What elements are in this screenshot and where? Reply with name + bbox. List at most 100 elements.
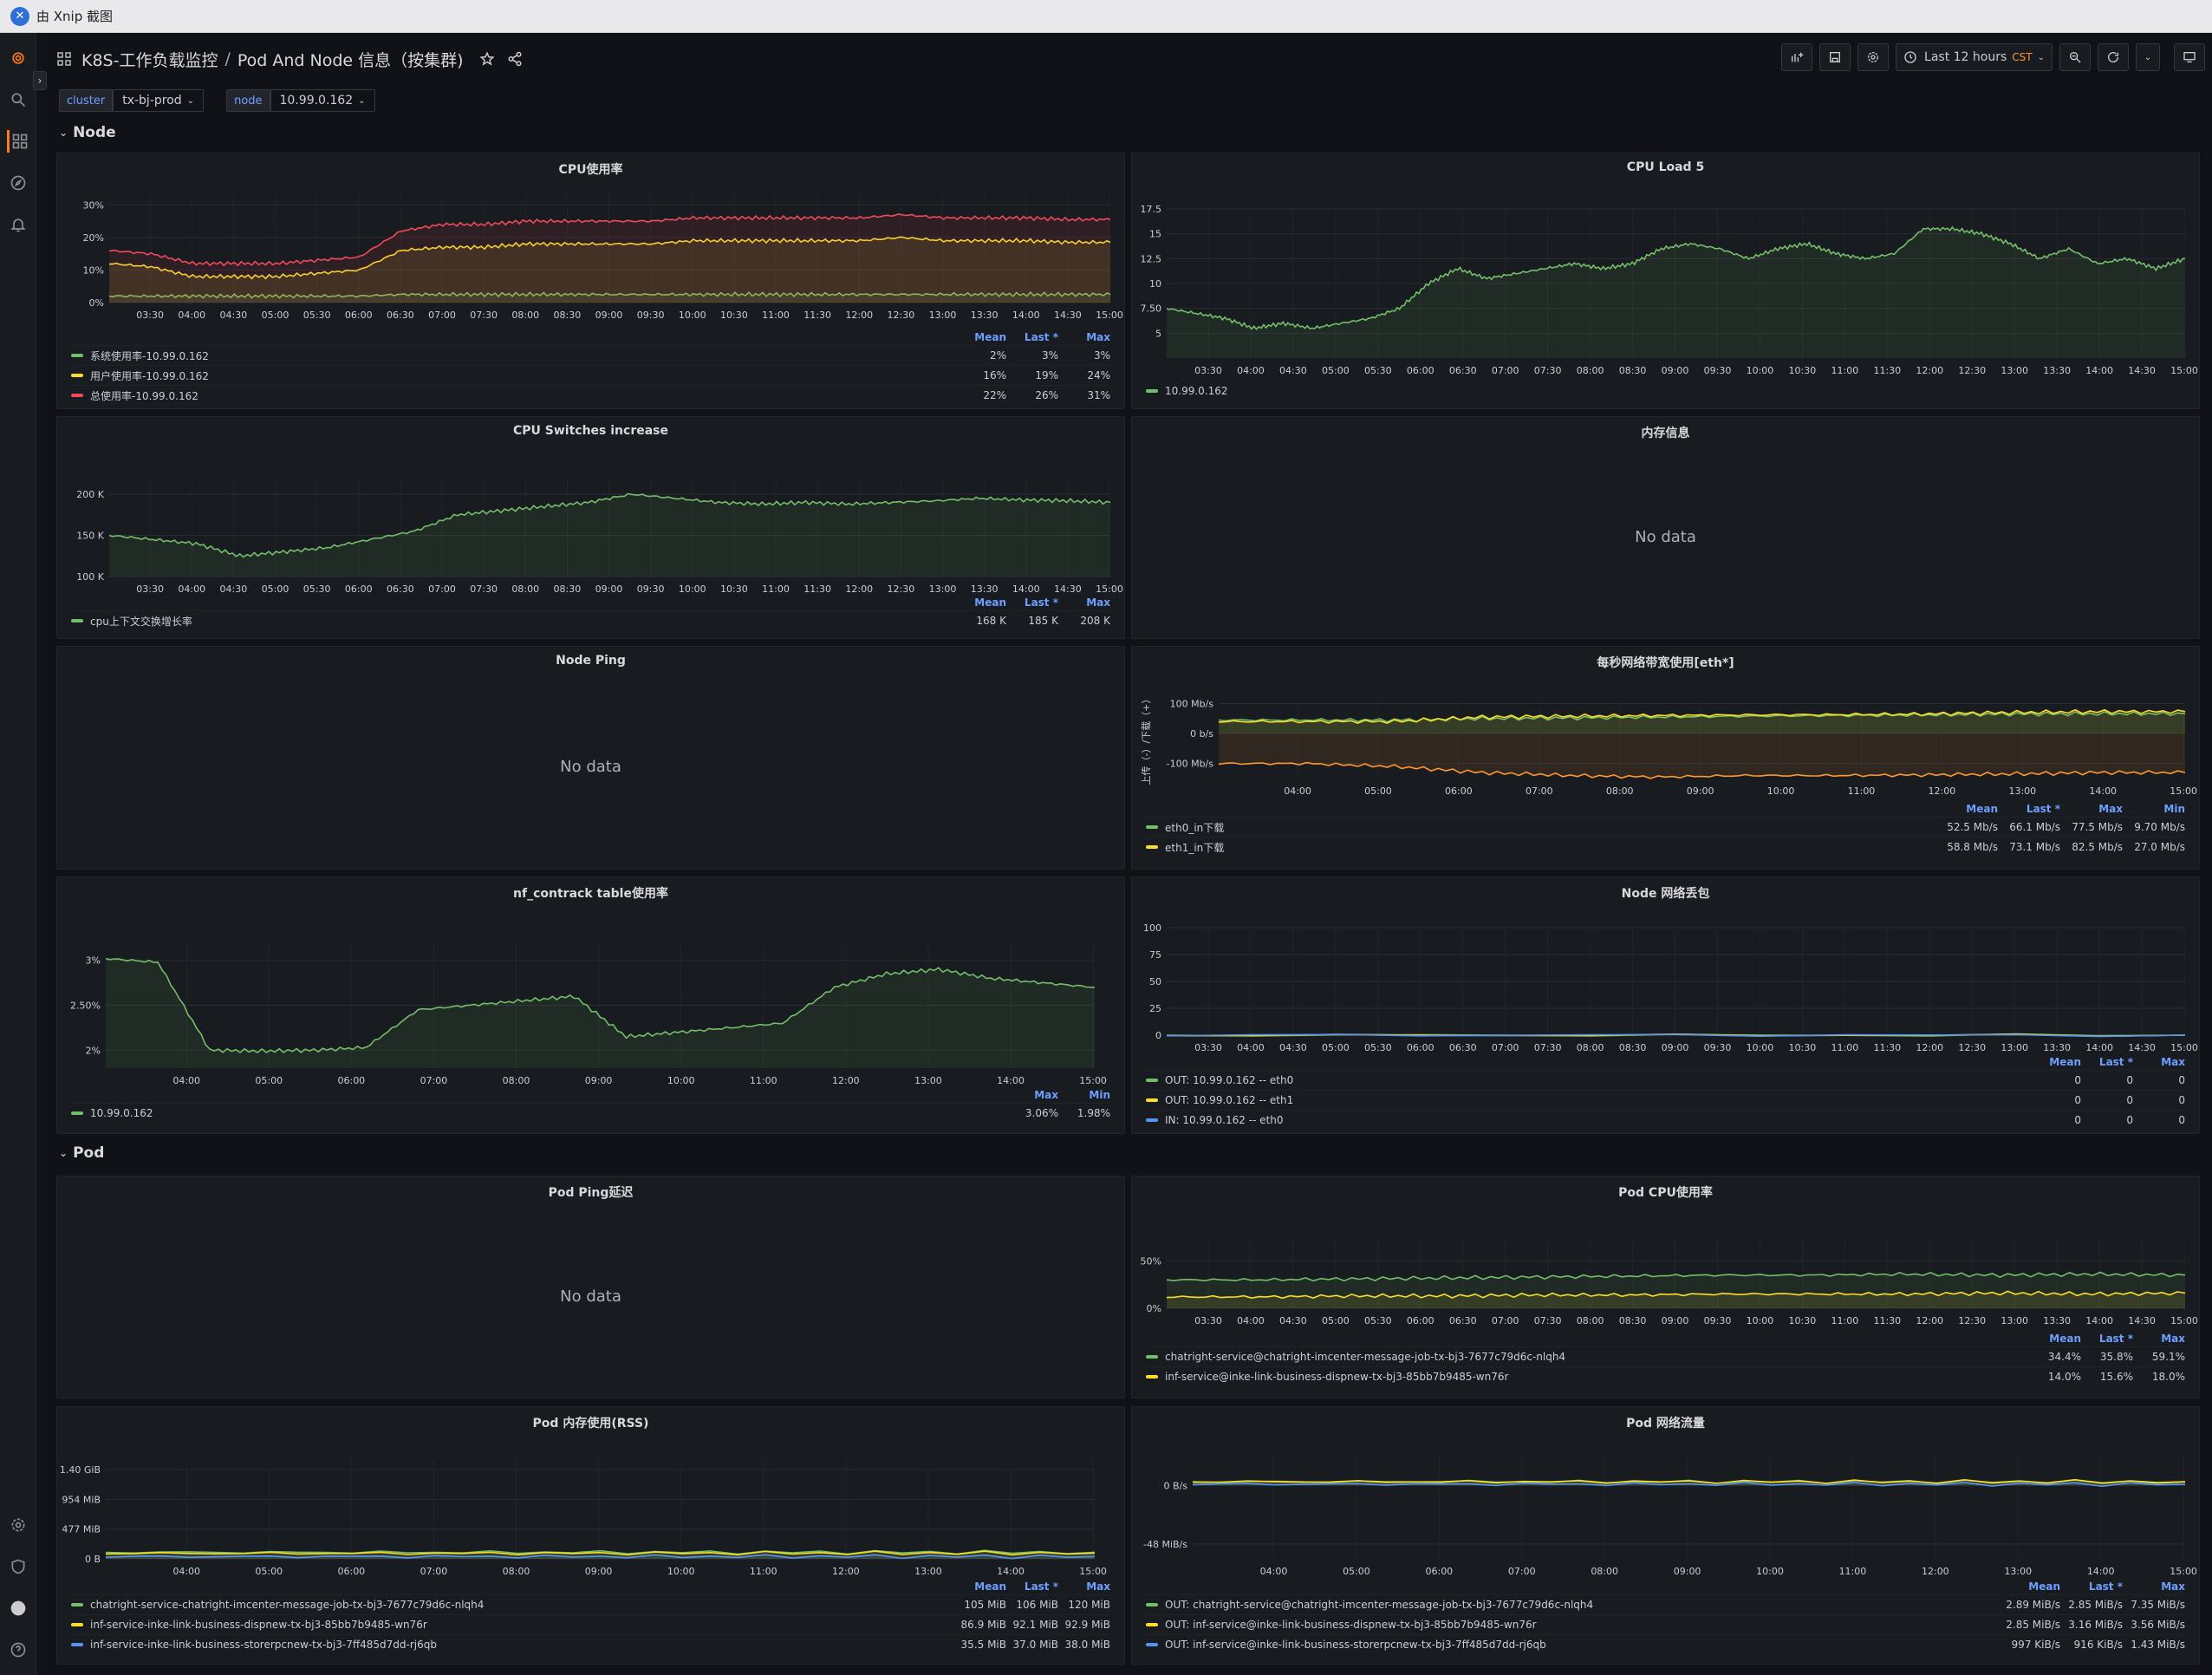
dashboard-settings-button[interactable] xyxy=(1857,43,1890,71)
legend-item[interactable]: inf-service-inke-link-business-storerpcn… xyxy=(71,1634,1110,1654)
legend-item[interactable]: 用户使用率-10.99.0.162 16% 19% 24% xyxy=(71,365,1110,385)
dashboards-icon[interactable] xyxy=(7,130,29,153)
legend-item[interactable]: 总使用率-10.99.0.162 22% 26% 31% xyxy=(71,385,1110,405)
panel-cpu-switches[interactable]: CPU Switches increase 100 K 150 K 200 K 03:… xyxy=(56,416,1125,639)
shield-icon[interactable] xyxy=(7,1555,29,1578)
panel-pod-memory[interactable]: Pod 内存使用(RSS) 0 B 477 MiB 954 MiB 1.40 GiB 0… xyxy=(56,1406,1125,1665)
folder-link[interactable]: K8S-工作负载监控 xyxy=(81,50,218,70)
y-tick-label: 50% xyxy=(1141,1255,1161,1267)
tv-mode-button[interactable] xyxy=(2174,43,2205,71)
legend-name: chatright-service-chatright-imcenter-mes… xyxy=(90,1599,485,1611)
legend-item[interactable]: inf-service-inke-link-business-dispnew-t… xyxy=(71,1614,1110,1634)
legend-item[interactable]: eth1_in下载 58.8 Mb/s 73.1 Mb/s 82.5 Mb/s 27.0… xyxy=(1146,837,2185,857)
x-tick-label: 09:00 xyxy=(1662,365,1689,376)
legend-name: 10.99.0.162 xyxy=(90,1107,153,1119)
legend-col-last[interactable]: Last * xyxy=(1024,596,1058,609)
legend-item[interactable]: 系统使用率-10.99.0.162 2% 3% 3% xyxy=(71,345,1110,365)
legend-col-last[interactable]: Last * xyxy=(2098,1333,2133,1345)
add-panel-button[interactable] xyxy=(1781,43,1813,71)
time-picker-button[interactable]: Last 12 hours CST ⌄ xyxy=(1896,43,2053,71)
x-tick-label: 04:00 xyxy=(172,1075,200,1086)
zoom-out-button[interactable] xyxy=(2059,43,2091,71)
legend-col-last[interactable]: Last * xyxy=(1024,331,1058,343)
legend-col-max[interactable]: Max xyxy=(1034,1089,1058,1101)
search-icon[interactable] xyxy=(7,88,29,111)
alerting-bell-icon[interactable] xyxy=(7,213,29,236)
legend-col-min[interactable]: Min xyxy=(1089,1089,1110,1101)
share-icon[interactable] xyxy=(507,51,523,67)
expand-nav-button[interactable]: › xyxy=(33,71,47,90)
legend-col-mean[interactable]: Mean xyxy=(2049,1056,2081,1068)
x-tick-label: 09:00 xyxy=(595,583,623,595)
legend-col-max[interactable]: Max xyxy=(1086,596,1110,609)
variable-select[interactable]: 10.99.0.162 ⌄ xyxy=(270,89,375,112)
refresh-button[interactable] xyxy=(2098,43,2129,71)
x-tick-label: 07:00 xyxy=(428,310,456,321)
y-tick-label: 7.50 xyxy=(1141,303,1162,315)
panel-pod-cpu[interactable]: Pod CPU使用率 0% 50% 03:30 04:00 04:30 05:00 05:3… xyxy=(1131,1176,2200,1398)
panel-pod-ping[interactable]: Pod Ping延迟 No data xyxy=(56,1176,1125,1398)
y-tick-label: 50 xyxy=(1149,976,1161,987)
legend-col-last[interactable]: Last * xyxy=(2088,1580,2123,1593)
legend-col-max[interactable]: Max xyxy=(2161,1333,2185,1345)
row-pod-header[interactable]: ⌄ Pod xyxy=(59,1144,104,1162)
panel-legend: Mean Last * Max OUT: chatright-service@cha… xyxy=(1146,1580,2185,1654)
legend-header: Mean Last * Max xyxy=(71,596,1110,610)
panel-cpu-usage[interactable]: CPU使用率 0% 10% 20% 30% 03:30 04:00 04:30 05:00 05… xyxy=(56,153,1125,409)
dashboard-title[interactable]: Pod And Node 信息（按集群) xyxy=(237,50,464,70)
star-icon[interactable] xyxy=(478,51,495,67)
series-line xyxy=(105,1554,1096,1560)
explore-icon[interactable] xyxy=(7,172,29,194)
legend-item[interactable]: eth0_in下载 52.5 Mb/s 66.1 Mb/s 77.5 Mb/s 9.70… xyxy=(1146,817,2185,837)
legend-col-mean[interactable]: Mean xyxy=(1966,803,1998,815)
panel-network-bandwidth[interactable]: 每秒网络带宽使用[eth*] -100 Mb/s 0 b/s 100 Mb/s 04:… xyxy=(1131,646,2200,870)
panel-pod-network[interactable]: Pod 网络流量 -48 MiB/s 0 B/s 04:00 05:00 06:00 07… xyxy=(1131,1406,2200,1665)
legend-item[interactable]: chatright-service@chatright-imcenter-mes… xyxy=(1146,1346,2185,1366)
legend-col-mean[interactable]: Mean xyxy=(2049,1333,2081,1345)
legend-col-last[interactable]: Last * xyxy=(2098,1056,2133,1068)
legend-item[interactable]: chatright-service-chatright-imcenter-mes… xyxy=(71,1594,1110,1614)
row-node-header[interactable]: ⌄ Node xyxy=(59,124,116,141)
legend-item[interactable]: OUT: chatright-service@chatright-imcente… xyxy=(1146,1594,2185,1614)
legend-col-max[interactable]: Max xyxy=(2161,1580,2185,1593)
panel-cpu-load5[interactable]: CPU Load 5 5 7.50 10 12.5 15 17.5 03:30 04:00 04… xyxy=(1131,153,2200,409)
legend-col-max[interactable]: Max xyxy=(2098,803,2123,815)
legend-item[interactable]: 10.99.0.162 xyxy=(1146,381,2185,401)
panel-node-ping[interactable]: Node Ping No data xyxy=(56,646,1125,870)
series-area xyxy=(106,958,1095,1068)
legend-col-max[interactable]: Max xyxy=(1086,331,1110,343)
legend-item[interactable]: inf-service@inke-link-business-dispnew-t… xyxy=(1146,1366,2185,1386)
legend-col-min[interactable]: Min xyxy=(2163,803,2185,815)
legend-item[interactable]: OUT: 10.99.0.162 -- eth0 0 0 0 xyxy=(1146,1070,2185,1090)
grafana-logo-icon[interactable] xyxy=(7,47,29,69)
legend-col-max[interactable]: Max xyxy=(1086,1580,1110,1593)
save-dashboard-button[interactable] xyxy=(1819,43,1851,71)
legend-col-max[interactable]: Max xyxy=(2161,1056,2185,1068)
x-tick-label: 06:00 xyxy=(1425,1566,1453,1577)
legend-item[interactable]: IN: 10.99.0.162 -- eth0 0 0 0 xyxy=(1146,1110,2185,1130)
help-icon[interactable] xyxy=(7,1639,29,1661)
legend-item[interactable]: 10.99.0.162 3.06% 1.98% xyxy=(71,1103,1110,1123)
refresh-interval-dropdown[interactable]: ⌄ xyxy=(2136,43,2160,71)
legend-item[interactable]: cpu上下文交换增长率 168 K 185 K 208 K xyxy=(71,610,1110,630)
x-tick-label: 13:30 xyxy=(971,310,999,321)
series-line xyxy=(109,236,1111,280)
legend-col-mean[interactable]: Mean xyxy=(2028,1580,2060,1593)
legend-col-last[interactable]: Last * xyxy=(1024,1580,1058,1593)
settings-gear-icon[interactable] xyxy=(7,1514,29,1536)
x-tick-label: 10:00 xyxy=(667,1075,695,1086)
panel-nf-conntrack[interactable]: nf_contrack table使用率 2% 2.50% 3% 04:00 05:00… xyxy=(56,877,1125,1134)
x-tick-label: 06:00 xyxy=(345,583,373,595)
legend-col-last[interactable]: Last * xyxy=(2026,803,2060,815)
x-tick-label: 04:30 xyxy=(1279,365,1307,376)
legend-item[interactable]: OUT: 10.99.0.162 -- eth1 0 0 0 xyxy=(1146,1090,2185,1110)
legend-col-mean[interactable]: Mean xyxy=(974,331,1006,343)
legend-col-mean[interactable]: Mean xyxy=(974,1580,1006,1593)
legend-col-mean[interactable]: Mean xyxy=(974,596,1006,609)
legend-item[interactable]: OUT: inf-service@inke-link-business-stor… xyxy=(1146,1634,2185,1654)
legend-item[interactable]: OUT: inf-service@inke-link-business-disp… xyxy=(1146,1614,2185,1634)
user-avatar-icon[interactable] xyxy=(7,1597,29,1620)
panel-node-packet-drop[interactable]: Node 网络丢包 0 25 50 75 100 03:30 04:00 04:30 05:00… xyxy=(1131,877,2200,1134)
variable-select[interactable]: tx-bj-prod ⌄ xyxy=(113,89,205,112)
panel-memory-info[interactable]: 内存信息 No data xyxy=(1131,416,2200,639)
